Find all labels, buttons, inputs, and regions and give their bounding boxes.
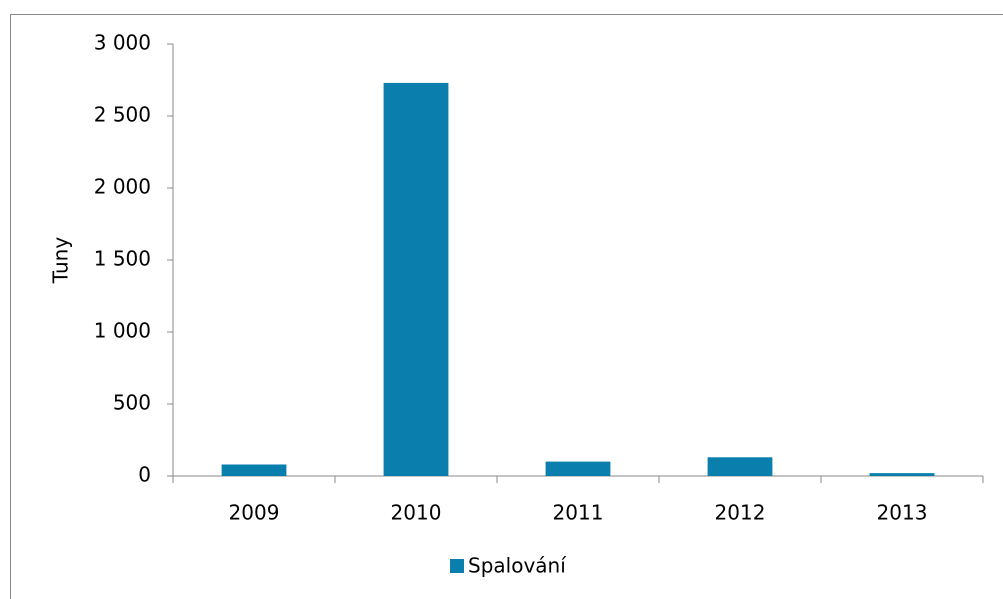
bar: [707, 457, 773, 476]
bar: [221, 464, 287, 476]
y-tick-label: 3 000: [94, 31, 151, 55]
y-tick-label: 0: [138, 463, 151, 487]
x-tick-label: 2009: [229, 501, 280, 525]
y-tick-label: 2 500: [94, 103, 151, 127]
x-tick-label: 2011: [553, 501, 604, 525]
bar: [545, 461, 611, 476]
chart-frame: [10, 14, 1003, 599]
y-tick-label: 500: [113, 391, 151, 415]
y-axis-label: Tuny: [49, 237, 73, 285]
x-tick-label: 2012: [715, 501, 766, 525]
y-tick-label: 1 500: [94, 247, 151, 271]
bar: [869, 473, 935, 476]
bar: [383, 82, 449, 476]
legend-swatch: [450, 559, 464, 573]
x-tick-label: 2013: [877, 501, 928, 525]
y-tick-label: 2 000: [94, 175, 151, 199]
y-tick-label: 1 000: [94, 319, 151, 343]
legend-label: Spalování: [468, 554, 567, 578]
x-tick-label: 2010: [391, 501, 442, 525]
